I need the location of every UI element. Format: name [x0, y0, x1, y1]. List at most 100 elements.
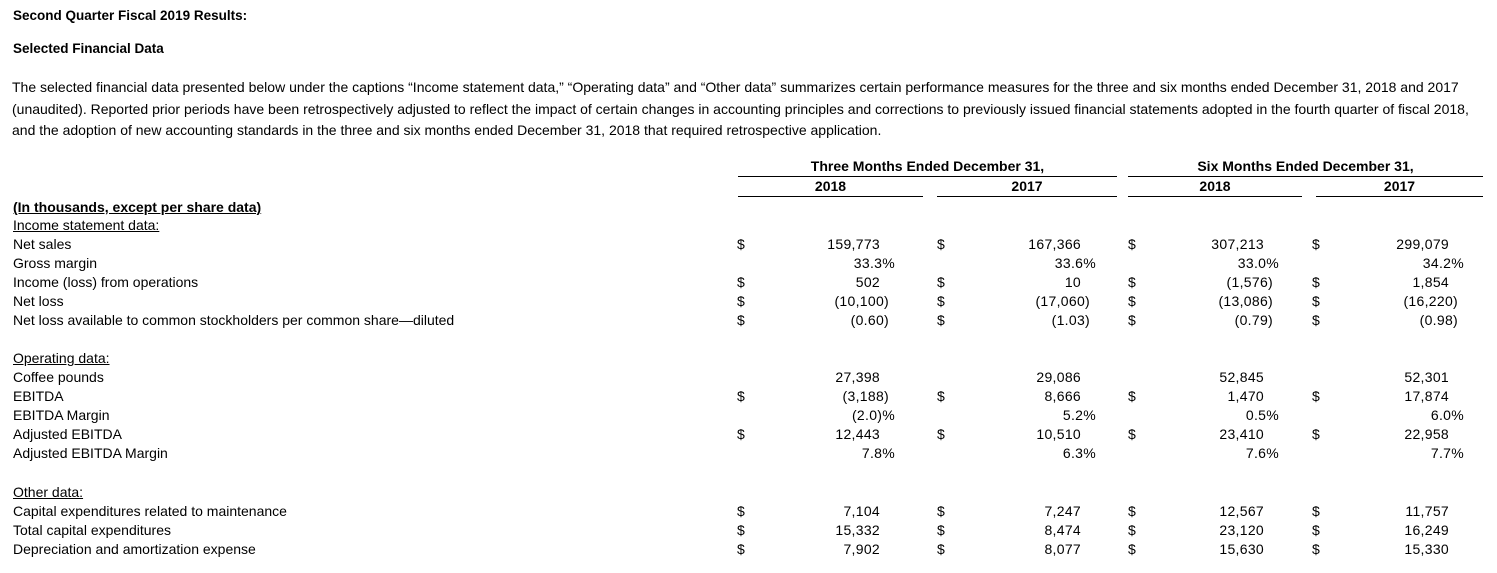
- cell-value: 7,902: [843, 541, 880, 557]
- row-label: Net loss available to common stockholder…: [13, 312, 455, 328]
- cell-value: 27,398: [835, 369, 880, 385]
- cell-value: 16,249: [1404, 522, 1449, 538]
- cell-value: 5.2%: [1062, 407, 1096, 423]
- year-header: 2017: [1011, 178, 1043, 194]
- cell-value: (1.03): [1051, 312, 1090, 328]
- row-label: Depreciation and amortization expense: [13, 541, 256, 557]
- header-rule: [937, 196, 1117, 197]
- cell-value: 12,443: [835, 426, 880, 442]
- currency-sign: $: [937, 522, 945, 538]
- header-rule: [738, 196, 923, 197]
- row-label: Net sales: [13, 236, 72, 252]
- cell-value: (0.98): [1419, 312, 1458, 328]
- row-label: Net loss: [13, 293, 64, 309]
- group-header: Three Months Ended December 31,: [810, 158, 1045, 174]
- cell-value: 34.2%: [1422, 255, 1464, 271]
- cell-value: 10: [1064, 274, 1081, 290]
- row-label: Income (loss) from operations: [13, 274, 199, 290]
- currency-sign: $: [737, 312, 745, 328]
- currency-sign: $: [937, 293, 945, 309]
- cell-value: (2.0)%: [851, 407, 895, 423]
- cell-value: 52,301: [1404, 369, 1449, 385]
- year-header: 2017: [1383, 178, 1416, 194]
- cell-value: 299,079: [1396, 236, 1449, 252]
- section-title: Other data:: [13, 484, 84, 500]
- currency-sign: $: [1312, 503, 1320, 519]
- currency-sign: $: [937, 236, 945, 252]
- row-label: Total capital expenditures: [13, 522, 171, 538]
- currency-sign: $: [737, 293, 745, 309]
- row-label: Adjusted EBITDA: [13, 426, 122, 442]
- group-header: Six Months Ended December 31,: [1197, 158, 1414, 174]
- cell-value: 10,510: [1036, 426, 1081, 442]
- cell-value: 7.7%: [1430, 445, 1464, 461]
- cell-value: 7,104: [843, 503, 880, 519]
- header-rule: [1128, 176, 1483, 177]
- currency-sign: $: [937, 426, 945, 442]
- cell-value: 159,773: [827, 236, 880, 252]
- currency-sign: $: [1312, 274, 1320, 290]
- cell-value: 23,120: [1219, 522, 1264, 538]
- cell-value: 22,958: [1404, 426, 1449, 442]
- cell-value: 307,213: [1211, 236, 1264, 252]
- cell-value: 6.0%: [1430, 407, 1464, 423]
- currency-sign: $: [1312, 312, 1320, 328]
- currency-sign: $: [737, 426, 745, 442]
- currency-sign: $: [1312, 293, 1320, 309]
- currency-sign: $: [937, 274, 945, 290]
- cell-value: 8,666: [1044, 388, 1081, 404]
- cell-value: 17,874: [1404, 388, 1449, 404]
- currency-sign: $: [1128, 503, 1136, 519]
- cell-value: 0.5%: [1245, 407, 1279, 423]
- row-label: EBITDA: [13, 388, 64, 404]
- currency-sign: $: [737, 388, 745, 404]
- currency-sign: $: [1128, 274, 1136, 290]
- currency-sign: $: [1128, 293, 1136, 309]
- row-label: Coffee pounds: [13, 369, 104, 385]
- currency-sign: $: [737, 503, 745, 519]
- currency-sign: $: [737, 274, 745, 290]
- section-title: Income statement data:: [13, 217, 160, 233]
- cell-value: 15,630: [1219, 541, 1264, 557]
- year-header: 2018: [814, 178, 847, 194]
- header-rule: [1316, 196, 1483, 197]
- cell-value: (10,100): [834, 293, 889, 309]
- header-rule: [738, 176, 1117, 177]
- cell-value: (3,188): [842, 388, 889, 404]
- currency-sign: $: [1128, 236, 1136, 252]
- cell-value: 7.6%: [1245, 445, 1279, 461]
- units-note: (In thousands, except per share data): [13, 199, 262, 215]
- intro-paragraph: The selected financial data presented be…: [12, 79, 1469, 138]
- row-label: Gross margin: [13, 255, 98, 271]
- cell-value: 502: [855, 274, 880, 290]
- cell-value: (0.79): [1234, 312, 1273, 328]
- cell-value: 1,470: [1227, 388, 1264, 404]
- currency-sign: $: [1312, 426, 1320, 442]
- currency-sign: $: [1312, 522, 1320, 538]
- header-rule: [1128, 196, 1302, 197]
- currency-sign: $: [1128, 426, 1136, 442]
- currency-sign: $: [737, 541, 745, 557]
- cell-value: (17,060): [1035, 293, 1090, 309]
- currency-sign: $: [937, 388, 945, 404]
- cell-value: 6.3%: [1062, 445, 1096, 461]
- cell-value: 8,474: [1044, 522, 1081, 538]
- currency-sign: $: [1128, 541, 1136, 557]
- cell-value: 15,332: [835, 522, 880, 538]
- section-title: Operating data:: [13, 350, 110, 366]
- currency-sign: $: [1128, 312, 1136, 328]
- cell-value: 1,854: [1412, 274, 1449, 290]
- currency-sign: $: [937, 312, 945, 328]
- cell-value: 8,077: [1044, 541, 1081, 557]
- cell-value: 33.6%: [1054, 255, 1096, 271]
- row-label: Capital expenditures related to maintena…: [13, 503, 287, 519]
- currency-sign: $: [1128, 388, 1136, 404]
- cell-value: 52,845: [1219, 369, 1264, 385]
- cell-value: 23,410: [1219, 426, 1264, 442]
- cell-value: 7.8%: [861, 445, 895, 461]
- cell-value: (1,576): [1226, 274, 1273, 290]
- currency-sign: $: [1128, 522, 1136, 538]
- cell-value: 7,247: [1044, 503, 1081, 519]
- subtitle: Selected Financial Data: [13, 41, 164, 56]
